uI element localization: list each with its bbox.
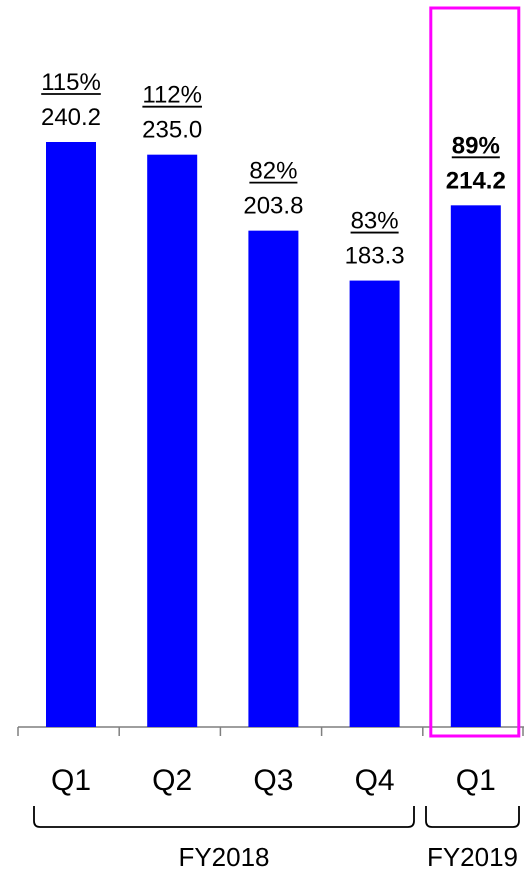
bar-value-label: 214.2 xyxy=(446,167,506,194)
bar-percent-label: 115% xyxy=(41,69,101,96)
bar-percent-label: 83% xyxy=(351,208,399,235)
bar-value-label: 240.2 xyxy=(41,104,101,131)
category-label: Q1 xyxy=(456,764,496,797)
bar-percent-label: 112% xyxy=(142,82,202,109)
bar-3 xyxy=(248,230,299,727)
bar-2 xyxy=(147,154,198,728)
bar-1 xyxy=(46,142,96,727)
bar-value-label: 183.3 xyxy=(345,243,405,270)
category-label: Q4 xyxy=(355,764,395,797)
bar-value-label: 235.0 xyxy=(142,117,202,144)
bar-5 xyxy=(450,205,501,727)
category-label: Q1 xyxy=(51,764,91,797)
category-label: Q3 xyxy=(253,764,293,797)
group-bracket xyxy=(425,806,520,828)
group-label: FY2018 xyxy=(178,842,269,872)
group-label: FY2019 xyxy=(427,842,518,872)
category-label: Q2 xyxy=(152,764,192,797)
bar-percent-label: 82% xyxy=(249,158,297,185)
bar-4 xyxy=(349,280,400,727)
bar-value-label: 203.8 xyxy=(243,193,303,220)
highlight-box xyxy=(429,6,521,738)
bar-percent-label: 89% xyxy=(452,132,500,159)
group-bracket xyxy=(33,806,415,828)
